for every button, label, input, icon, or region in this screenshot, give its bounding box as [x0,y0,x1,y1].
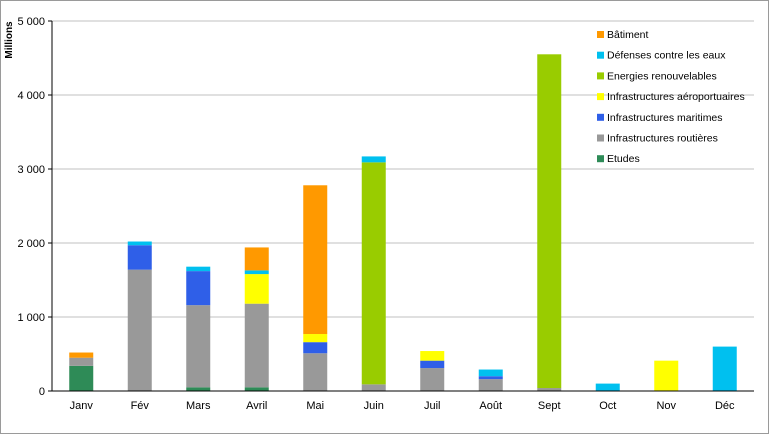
x-tick-label: Nov [656,400,676,412]
bar-segment [186,305,211,388]
legend: Bâtiment Défenses contre les eaux Energies… [597,29,745,165]
x-tick-label: Déc [715,400,735,412]
bar-segment [537,388,562,391]
bar-segment [420,368,445,391]
bar-segment [595,383,620,391]
x-tick-label: Juil [424,400,441,412]
legend-swatch [597,134,604,142]
x-tick-label: Mars [186,400,211,412]
bars [69,54,737,391]
x-tick-label: Oct [599,400,616,412]
axes [51,21,754,392]
bar-segment [712,346,737,391]
bar-segment [244,270,269,275]
legend-swatch [597,31,604,38]
bar-segment [303,342,328,354]
y-tick-label: 1 000 [17,312,45,324]
bar-segment [186,266,211,272]
bar-segment [361,156,386,163]
legend-label: Bâtiment [607,29,649,41]
y-tick-label: 3 000 [17,164,45,176]
y-tick-labels: 0 1 000 2 000 3 000 4 000 5 000 [17,16,45,398]
x-tick-label: Janv [70,400,94,412]
bar-segment [654,360,679,391]
bar-segment [186,271,211,306]
bar-segment [244,274,269,304]
bar-segment [537,54,562,389]
bar-segment [420,360,445,369]
legend-label: Infrastructures routières [607,133,718,145]
y-tick-label: 0 [39,386,45,398]
legend-label: Infrastructures maritimes [607,112,723,124]
gridlines [48,20,754,392]
bar-segment [244,247,269,271]
bar-segment [361,162,386,385]
x-tick-label: Sept [538,400,561,412]
legend-swatch [597,51,604,59]
y-tick-label: 4 000 [17,90,45,102]
legend-swatch [597,155,604,163]
x-tick-label: Fév [131,400,150,412]
legend-swatch [597,93,604,101]
y-tick-label: 2 000 [17,238,45,250]
bar-segment [186,387,211,391]
y-tick-label: 5 000 [17,16,45,28]
y-axis-label: Millions [4,21,15,59]
bar-segment [244,387,269,391]
x-tick-labels: Janv Fév Mars Avril Mai Juin Juil Août Sept Oct No… [70,400,735,412]
x-tick-label: Juin [364,400,384,412]
bar-segment [478,379,503,391]
legend-label: Défenses contre les eaux [607,50,726,62]
bar-segment [127,245,152,270]
bar-segment [420,351,445,361]
bar-segment [478,369,503,377]
legend-swatch [597,72,604,80]
bar-segment [303,353,328,391]
bar-segment [303,185,328,335]
bar-segment [361,384,386,391]
bar-segment [127,269,152,391]
bar-segment [69,365,94,391]
bar-segment [478,376,503,380]
bar-segment [303,334,328,343]
x-tick-label: Août [479,400,502,412]
x-tick-label: Avril [246,400,267,412]
bar-segment [244,303,269,388]
legend-label: Etudes [607,153,640,165]
legend-label: Energies renouvelables [607,70,717,82]
bar-segment [127,241,152,246]
x-tick-label: Mai [306,400,324,412]
legend-swatch [597,113,604,121]
bar-segment [69,357,94,366]
bar-segment [69,352,94,358]
legend-label: Infrastructures aéroportuaires [607,91,745,103]
